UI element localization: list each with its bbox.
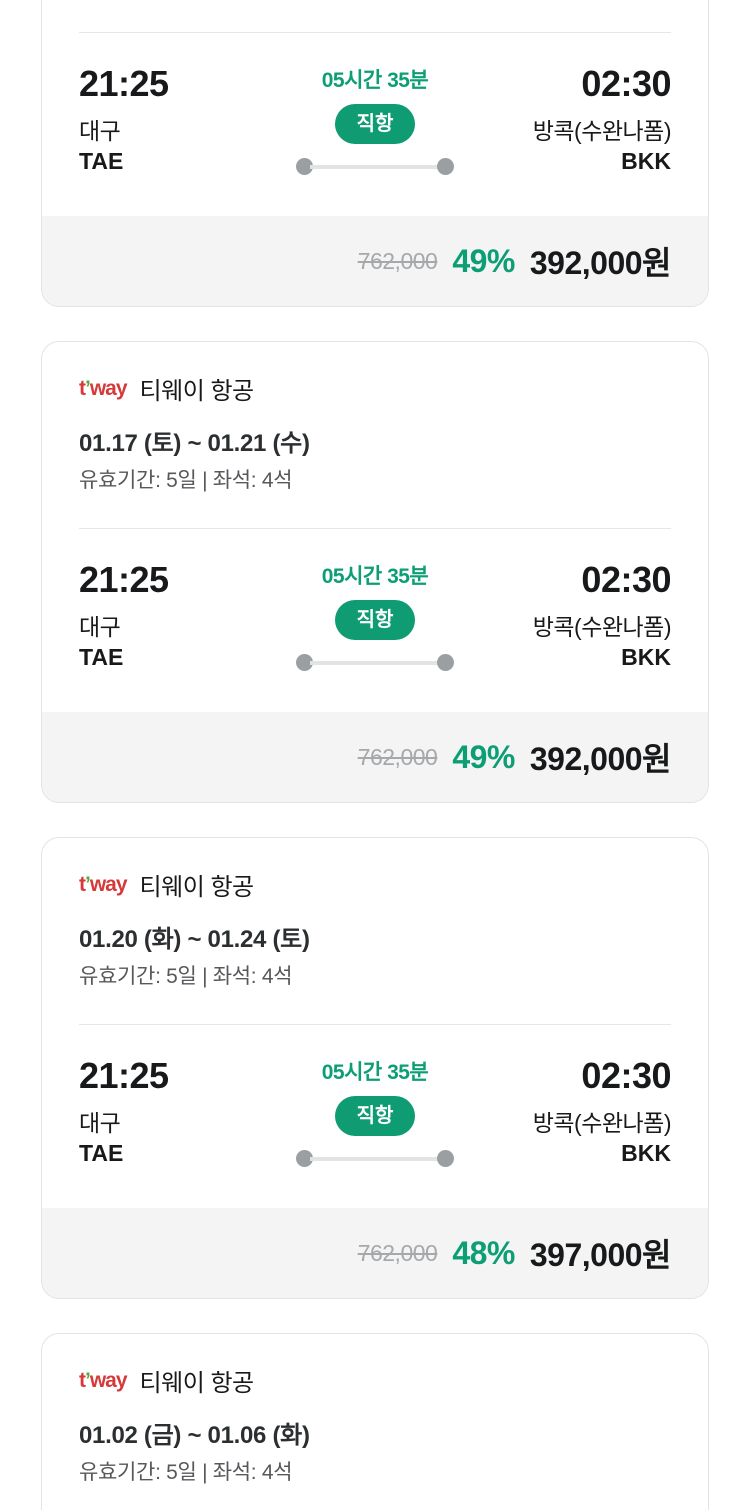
- arrival-info: 02:30 방콕(수완나폼) BKK: [454, 559, 672, 672]
- discount-rate: 49%: [452, 738, 515, 775]
- flight-duration: 05시간 35분: [321, 1061, 429, 1084]
- route-line: [310, 164, 440, 169]
- departure-time: 21:25: [79, 559, 169, 600]
- departure-info: 21:25 대구 TAE: [79, 1055, 296, 1168]
- deal-card[interactable]: t’way 티웨이 항공 01.17 (토) ~ 01.21 (수) 유효기간:…: [41, 341, 709, 803]
- original-price: 762,000: [357, 247, 438, 274]
- departure-info: 21:25 대구 TAE: [79, 63, 296, 176]
- airline-row: t’way 티웨이 항공: [79, 374, 671, 405]
- departure-airport-code: TAE: [79, 1140, 124, 1166]
- airline-row: t’way 티웨이 항공: [79, 870, 671, 901]
- discount-rate: 49%: [452, 242, 515, 279]
- arrival-city: 방콕(수완나폼): [532, 118, 672, 144]
- original-price: 762,000: [357, 743, 438, 770]
- departure-time: 21:25: [79, 63, 169, 104]
- deal-card[interactable]: t’way 티웨이 항공 01.02 (금) ~ 01.06 (화) 유효기간:…: [41, 1333, 709, 1510]
- final-price: 397,000원: [529, 1237, 672, 1273]
- final-price: 392,000원: [529, 741, 672, 777]
- departure-info: 21:25 대구 TAE: [79, 559, 296, 672]
- flight-itinerary: 21:25 대구 TAE 05시간 35분 직항 02:30 방콕(수완나폼): [42, 33, 708, 216]
- discount-rate: 48%: [452, 1234, 515, 1271]
- route-line-graphic: [296, 654, 454, 671]
- departure-airport-code: TAE: [79, 148, 124, 174]
- airline-name: 티웨이 항공: [139, 873, 255, 901]
- original-price: 762,000: [357, 1239, 438, 1266]
- price-bar: 762,000 49% 392,000원: [42, 216, 708, 306]
- card-divider: [79, 32, 671, 33]
- arrival-city: 방콕(수완나폼): [532, 1110, 672, 1136]
- arrival-airport-code: BKK: [621, 644, 671, 670]
- card-header: t’way 티웨이 항공 01.20 (화) ~ 01.24 (토) 유효기간:…: [42, 838, 708, 990]
- deal-card[interactable]: 21:25 대구 TAE 05시간 35분 직항 02:30 방콕(수완나폼): [41, 0, 709, 307]
- deal-card[interactable]: t’way 티웨이 항공 01.20 (화) ~ 01.24 (토) 유효기간:…: [41, 837, 709, 1299]
- airline-row: t’way 티웨이 항공: [79, 1366, 671, 1397]
- flight-duration: 05시간 35분: [321, 565, 429, 588]
- arrival-info: 02:30 방콕(수완나폼) BKK: [454, 1055, 672, 1168]
- direct-flight-badge: 직항: [334, 600, 416, 640]
- route-line: [310, 1156, 440, 1161]
- departure-airport-code: TAE: [79, 644, 124, 670]
- validity-seats: 유효기간: 5일 | 좌석: 4석: [79, 469, 293, 492]
- departure-city: 대구: [79, 118, 121, 144]
- route-origin-dot-icon: [296, 1150, 313, 1167]
- arrival-airport-code: BKK: [621, 148, 671, 174]
- route-line: [310, 660, 440, 665]
- departure-time: 21:25: [79, 1055, 169, 1096]
- departure-city: 대구: [79, 614, 121, 640]
- tway-airline-logo: t’way: [79, 376, 128, 400]
- arrival-info: 02:30 방콕(수완나폼) BKK: [454, 63, 672, 176]
- date-range: 01.02 (금) ~ 01.06 (화): [79, 1422, 310, 1449]
- date-range: 01.20 (화) ~ 01.24 (토): [79, 926, 310, 953]
- route-line-graphic: [296, 158, 454, 175]
- arrival-airport-code: BKK: [621, 1140, 671, 1166]
- route-line-graphic: [296, 1150, 454, 1167]
- tway-airline-logo: t’way: [79, 1368, 128, 1392]
- flight-duration-info: 05시간 35분 직항: [296, 559, 454, 671]
- arrival-time: 02:30: [581, 559, 671, 600]
- price-bar: 762,000 48% 397,000원: [42, 1208, 708, 1298]
- route-destination-dot-icon: [437, 1150, 454, 1167]
- route-origin-dot-icon: [296, 654, 313, 671]
- route-origin-dot-icon: [296, 158, 313, 175]
- flight-itinerary: 21:25 대구 TAE 05시간 35분 직항 02:30 방콕(수완나폼): [42, 529, 708, 712]
- arrival-time: 02:30: [581, 1055, 671, 1096]
- flight-itinerary: 21:25 대구 TAE 05시간 35분 직항 02:30 방콕(수완나폼): [42, 1025, 708, 1208]
- arrival-city: 방콕(수완나폼): [532, 614, 672, 640]
- arrival-time: 02:30: [581, 63, 671, 104]
- direct-flight-badge: 직항: [334, 1096, 416, 1136]
- card-divider: [79, 528, 671, 529]
- airline-name: 티웨이 항공: [139, 1369, 255, 1397]
- card-divider: [79, 1024, 671, 1025]
- flight-duration: 05시간 35분: [321, 69, 429, 92]
- route-destination-dot-icon: [437, 654, 454, 671]
- validity-seats: 유효기간: 5일 | 좌석: 4석: [79, 1461, 293, 1484]
- flight-duration-info: 05시간 35분 직항: [296, 1055, 454, 1167]
- route-destination-dot-icon: [437, 158, 454, 175]
- direct-flight-badge: 직항: [334, 104, 416, 144]
- validity-seats: 유효기간: 5일 | 좌석: 4석: [79, 965, 293, 988]
- date-range: 01.17 (토) ~ 01.21 (수): [79, 430, 310, 457]
- card-header: t’way 티웨이 항공 01.17 (토) ~ 01.21 (수) 유효기간:…: [42, 342, 708, 494]
- departure-city: 대구: [79, 1110, 121, 1136]
- airline-name: 티웨이 항공: [139, 377, 255, 405]
- card-header: t’way 티웨이 항공 01.02 (금) ~ 01.06 (화) 유효기간:…: [42, 1334, 708, 1486]
- flight-duration-info: 05시간 35분 직항: [296, 63, 454, 175]
- final-price: 392,000원: [529, 245, 672, 281]
- price-bar: 762,000 49% 392,000원: [42, 712, 708, 802]
- tway-airline-logo: t’way: [79, 872, 128, 896]
